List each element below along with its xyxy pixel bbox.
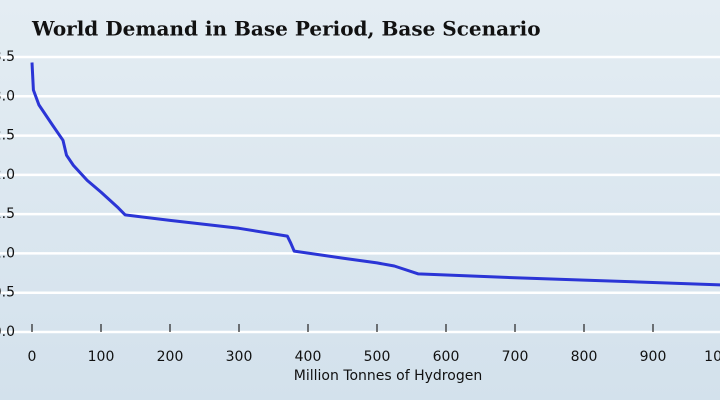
y-tick-label: 1.5 [0,206,15,222]
x-tick-label: 200 [157,349,184,365]
x-tick-label: 1000 [704,349,720,365]
y-tick-label: 2.5 [0,128,15,144]
x-axis-label: Million Tonnes of Hydrogen [294,368,482,384]
x-tick-label: 0 [28,349,37,365]
x-tick-label: 600 [433,349,460,365]
line-series [30,62,720,287]
y-tick-label: 3.5 [0,49,15,65]
x-tick-label: 900 [640,349,667,365]
chart-title: World Demand in Base Period, Base Scenar… [31,17,541,41]
x-tick-label: 100 [88,349,115,365]
x-tick-label: 500 [364,349,391,365]
y-tick-label: 2.0 [0,167,15,183]
y-tick-label: 1.0 [0,245,15,261]
y-tick-label: 3.0 [0,88,15,104]
y-tick-label: 0.5 [0,285,15,301]
y-tick-label: 0.0 [0,324,15,340]
x-tick-label: 400 [295,349,322,365]
x-tick-label: 300 [226,349,253,365]
x-tick-label: 800 [571,349,598,365]
x-tick-label: 700 [502,349,529,365]
